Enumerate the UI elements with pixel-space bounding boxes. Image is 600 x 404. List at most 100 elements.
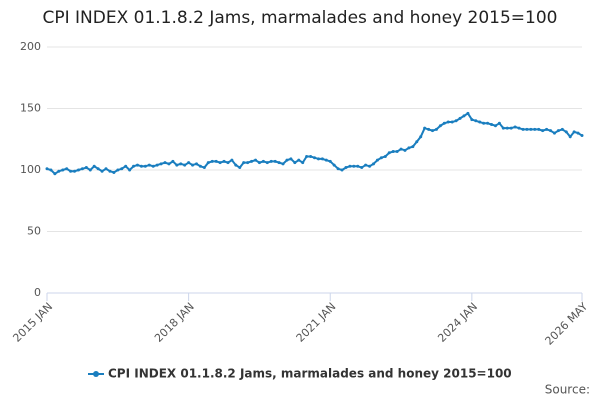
- point: [305, 154, 309, 158]
- point: [198, 164, 202, 168]
- point: [265, 161, 269, 165]
- point: [446, 120, 450, 124]
- point: [96, 167, 100, 171]
- point: [124, 164, 128, 168]
- point: [482, 121, 486, 125]
- point: [320, 157, 324, 161]
- point: [238, 166, 242, 170]
- point: [210, 159, 214, 163]
- point: [80, 167, 84, 171]
- point: [564, 130, 568, 134]
- point: [163, 161, 167, 165]
- point: [155, 163, 159, 167]
- point: [537, 127, 541, 131]
- point: [183, 163, 187, 167]
- point: [356, 164, 360, 168]
- point: [143, 164, 147, 168]
- point: [226, 161, 230, 165]
- y-tick-label: 200: [20, 40, 41, 53]
- point: [509, 126, 513, 130]
- point: [493, 124, 497, 128]
- point: [360, 166, 364, 170]
- point: [147, 163, 151, 167]
- point: [194, 162, 198, 166]
- point: [458, 116, 462, 120]
- point: [167, 162, 171, 166]
- legend-label: CPI INDEX 01.1.8.2 Jams, marmalades and …: [108, 367, 512, 381]
- point: [242, 161, 246, 165]
- point: [159, 162, 163, 166]
- point: [486, 121, 490, 125]
- point: [88, 168, 92, 172]
- point: [324, 158, 328, 162]
- point: [454, 119, 458, 123]
- point: [112, 170, 116, 174]
- point: [57, 169, 61, 173]
- point: [187, 161, 191, 165]
- point: [250, 159, 254, 163]
- point: [490, 122, 494, 126]
- point: [69, 169, 73, 173]
- point: [218, 161, 222, 165]
- point: [171, 159, 175, 163]
- point: [466, 111, 470, 115]
- point: [560, 127, 564, 131]
- point: [513, 125, 517, 129]
- point: [289, 157, 293, 161]
- point: [76, 168, 80, 172]
- point: [541, 129, 545, 133]
- point: [61, 168, 65, 172]
- point: [336, 167, 340, 171]
- point: [379, 156, 383, 160]
- point: [328, 159, 332, 163]
- point: [214, 159, 218, 163]
- point: [505, 126, 509, 130]
- point: [533, 127, 537, 131]
- point: [352, 164, 356, 168]
- y-tick-label: 100: [20, 163, 41, 176]
- point: [313, 156, 316, 160]
- point: [191, 163, 195, 167]
- point: [202, 166, 206, 170]
- point: [281, 162, 285, 166]
- point: [246, 161, 250, 165]
- point: [375, 158, 379, 162]
- point: [151, 164, 155, 168]
- point: [100, 169, 104, 173]
- point: [340, 168, 344, 172]
- point: [462, 114, 466, 118]
- point: [293, 161, 297, 165]
- point: [576, 131, 580, 135]
- y-tick-label: 150: [20, 102, 41, 115]
- point: [427, 127, 431, 131]
- point: [423, 126, 427, 130]
- point: [222, 159, 226, 163]
- point: [261, 159, 265, 163]
- point: [434, 127, 438, 131]
- point: [344, 166, 348, 170]
- point: [132, 164, 136, 168]
- point: [549, 129, 553, 133]
- point: [53, 172, 57, 176]
- point: [431, 129, 435, 133]
- point: [108, 169, 112, 173]
- point: [234, 163, 238, 167]
- point: [120, 167, 124, 171]
- point: [580, 134, 584, 138]
- point: [395, 150, 399, 154]
- point: [128, 168, 132, 172]
- series-line: [46, 112, 583, 175]
- point: [253, 158, 257, 162]
- point: [269, 159, 273, 163]
- point: [104, 167, 108, 171]
- point: [73, 169, 77, 173]
- y-tick-label: 0: [34, 286, 41, 299]
- x-tick-label: 2024 JAN: [435, 300, 480, 345]
- point: [411, 145, 415, 149]
- point: [368, 164, 372, 168]
- point: [419, 135, 423, 139]
- point: [572, 130, 576, 134]
- point: [391, 150, 395, 154]
- point: [383, 154, 387, 158]
